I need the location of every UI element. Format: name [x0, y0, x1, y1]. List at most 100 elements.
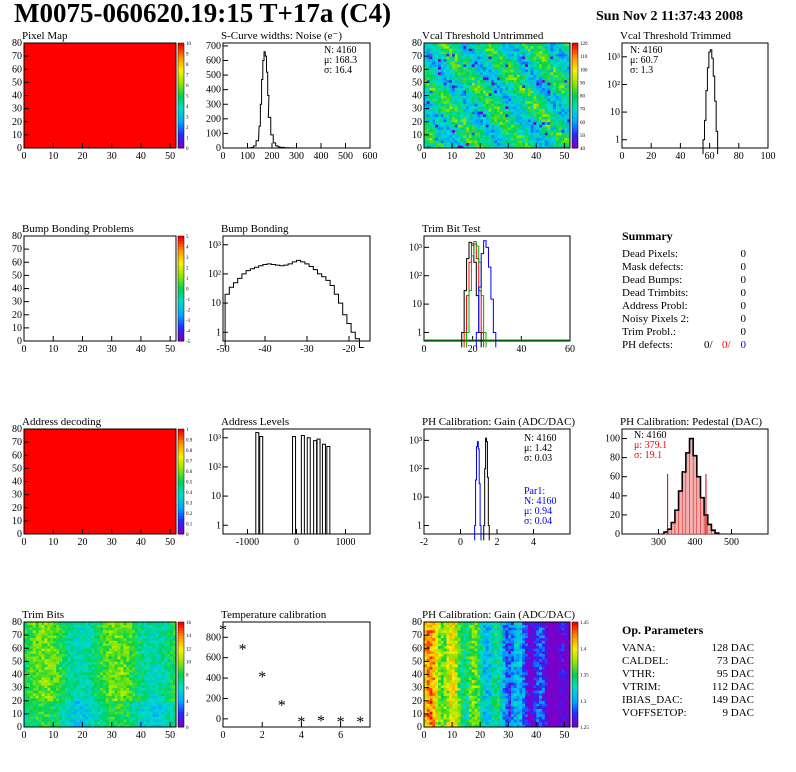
- heatmap-cell: [516, 50, 520, 54]
- heatmap-cell: [457, 45, 461, 49]
- y-tick-label: 0: [615, 529, 620, 540]
- heatmap-cell: [480, 129, 484, 133]
- heatmap-cell: [158, 656, 162, 660]
- heatmap-cell: [158, 661, 162, 665]
- heatmap-cell: [64, 637, 69, 641]
- heatmap-cell: [488, 79, 492, 83]
- heatmap-cell: [446, 103, 450, 107]
- heatmap-cell: [466, 113, 470, 117]
- heatmap-cell: [120, 708, 124, 712]
- heatmap-cell: [70, 635, 75, 639]
- heatmap-cell: [146, 721, 151, 725]
- heatmap-cell: [140, 721, 145, 725]
- heatmap-cell: [522, 50, 526, 54]
- heatmap-cell: [555, 90, 560, 94]
- colorbar-label: 90: [580, 81, 586, 86]
- heatmap-cell: [59, 650, 63, 654]
- heatmap-cell: [111, 658, 116, 662]
- heatmap-cell: [56, 661, 60, 665]
- heatmap-cell: [440, 79, 445, 83]
- heatmap-cell: [132, 724, 136, 728]
- heatmap-cell: [463, 90, 467, 94]
- heatmap-cell: [85, 713, 89, 717]
- heatmap-cell: [126, 635, 130, 639]
- heatmap-cell: [97, 669, 101, 673]
- heatmap-cell: [173, 666, 177, 670]
- y-tick-label: 0: [17, 529, 22, 540]
- heatmap-cell: [435, 79, 439, 83]
- heatmap-cell: [471, 116, 475, 120]
- heatmap-cell: [519, 74, 523, 78]
- heatmap-cell: [463, 119, 467, 123]
- heatmap-cell: [64, 632, 69, 636]
- heatmap-cell: [429, 682, 433, 686]
- heatmap-cell: [135, 687, 139, 691]
- colorbar-cell: [178, 452, 184, 456]
- colorbar-cell: [178, 92, 184, 96]
- heatmap-cell: [50, 695, 54, 699]
- heatmap-cell: [468, 95, 473, 99]
- heatmap-cell: [132, 700, 136, 704]
- par-stat-line: N: 4160: [524, 496, 557, 507]
- heatmap-cell: [138, 643, 142, 647]
- heatmap-cell: [564, 58, 568, 62]
- heatmap-cell: [170, 692, 174, 696]
- heatmap-cell: [457, 108, 461, 112]
- heatmap-cell: [67, 713, 72, 717]
- heatmap-cell: [88, 679, 92, 683]
- heatmap-cell: [432, 719, 436, 723]
- heatmap-cell: [126, 658, 130, 662]
- heatmap-cell: [164, 624, 168, 628]
- heatmap-cell: [466, 145, 470, 149]
- heatmap-cell: [567, 82, 571, 86]
- heatmap-cell: [70, 648, 75, 652]
- heatmap-cell: [432, 58, 436, 62]
- heatmap-cell: [94, 666, 98, 670]
- heatmap-cell: [477, 82, 481, 86]
- heatmap-cell: [511, 85, 515, 89]
- heatmap-cell: [494, 111, 498, 115]
- heatmap-cell: [62, 708, 66, 712]
- heatmap-cell: [129, 664, 133, 668]
- heatmap-cell: [59, 695, 63, 699]
- heatmap-cell: [138, 658, 142, 662]
- heatmap-cell: [536, 66, 540, 70]
- heatmap-cell: [432, 629, 436, 633]
- heatmap-cell: [463, 113, 467, 117]
- heatmap-cell: [426, 92, 431, 96]
- heatmap-cell: [452, 45, 456, 49]
- heatmap-cell: [102, 637, 107, 641]
- heatmap-cell: [426, 71, 431, 75]
- heatmap-cell: [561, 79, 565, 83]
- x-tick-label: -2: [420, 537, 428, 548]
- heatmap-cell: [138, 716, 142, 720]
- heatmap-cell: [567, 90, 571, 94]
- heatmap-cell: [494, 50, 498, 54]
- heatmap-cell: [76, 635, 80, 639]
- heatmap-cell: [491, 113, 495, 117]
- y-tick-label: 10: [12, 516, 22, 527]
- heatmap-cell: [553, 142, 557, 146]
- heatmap-cell: [502, 56, 506, 60]
- heatmap-cell: [67, 648, 72, 652]
- heatmap-cell: [29, 687, 34, 691]
- y-tick-label: 10: [412, 130, 422, 141]
- heatmap-cell: [105, 643, 110, 647]
- heatmap-cell: [167, 669, 171, 673]
- heatmap-cell: [482, 95, 487, 99]
- heatmap-cell: [426, 648, 431, 652]
- heatmap-cell: [426, 82, 431, 86]
- heatmap-cell: [494, 132, 498, 136]
- heatmap-cell: [550, 43, 554, 47]
- heatmap-cell: [143, 656, 148, 660]
- heatmap-cell: [561, 127, 565, 131]
- heatmap-cell: [505, 111, 509, 115]
- heatmap-cell: [438, 74, 442, 78]
- heatmap-cell: [511, 66, 515, 70]
- heatmap-cell: [120, 627, 124, 631]
- heatmap-cell: [56, 685, 60, 689]
- heatmap-cell: [508, 87, 512, 91]
- heatmap-cell: [502, 106, 506, 110]
- heatmap-cell: [100, 679, 104, 683]
- heatmap-cell: [424, 622, 428, 626]
